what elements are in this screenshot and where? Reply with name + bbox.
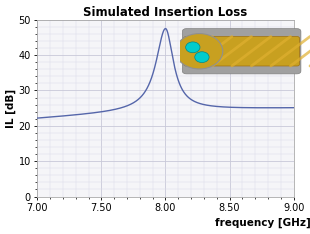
Circle shape [195, 52, 209, 62]
FancyBboxPatch shape [184, 37, 299, 66]
Circle shape [176, 33, 223, 69]
X-axis label: frequency [GHz]: frequency [GHz] [215, 218, 310, 228]
FancyBboxPatch shape [182, 29, 301, 74]
Circle shape [186, 42, 200, 53]
Title: Simulated Insertion Loss: Simulated Insertion Loss [83, 6, 248, 18]
Y-axis label: IL [dB]: IL [dB] [6, 89, 16, 128]
